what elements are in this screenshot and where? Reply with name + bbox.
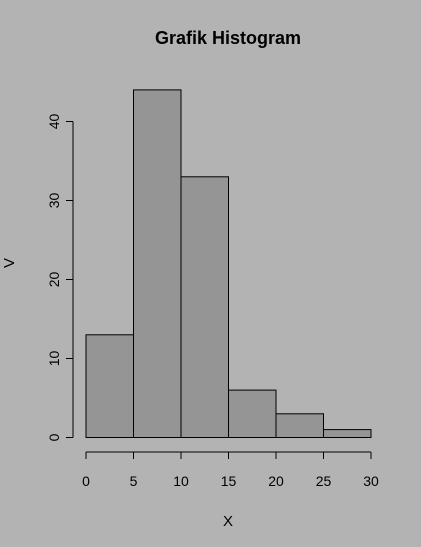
x-axis: 0 5 10 15 20 25 30 xyxy=(82,451,379,489)
x-tick-label: 20 xyxy=(268,473,284,489)
histogram-bar xyxy=(85,334,134,438)
x-tick-label: 25 xyxy=(316,473,332,489)
x-tick-label: 30 xyxy=(363,473,379,489)
y-tick-label: 10 xyxy=(46,351,62,367)
y-tick-label: 0 xyxy=(46,433,62,441)
histogram-bar xyxy=(275,413,324,438)
bars-group xyxy=(85,89,372,439)
x-axis-title: X xyxy=(223,513,233,530)
y-tick-label: 30 xyxy=(46,193,62,209)
histogram-bar xyxy=(133,89,182,439)
x-tick-label: 5 xyxy=(130,473,138,489)
histogram-bar xyxy=(180,176,229,439)
histogram-bar xyxy=(228,389,277,439)
x-tick-label: 0 xyxy=(82,473,90,489)
y-tick-label: 40 xyxy=(46,114,62,130)
histogram-bar xyxy=(323,429,372,439)
x-tick-label: 10 xyxy=(173,473,189,489)
y-axis: 0 10 20 30 40 xyxy=(46,114,74,441)
y-axis-title: V xyxy=(1,258,18,268)
x-tick-label: 15 xyxy=(221,473,237,489)
y-tick-label: 20 xyxy=(46,272,62,288)
chart-title: Grafik Histogram xyxy=(155,28,301,48)
